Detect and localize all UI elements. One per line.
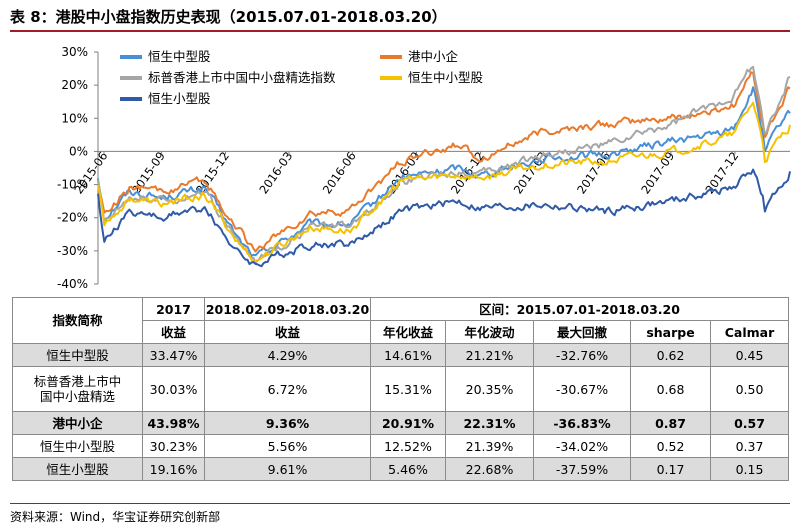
cell: 22.68% bbox=[445, 457, 534, 481]
x-tick-label: 2017-06 bbox=[574, 149, 613, 196]
cell: -36.83% bbox=[533, 411, 631, 435]
header-interval: 区间：2015.07.01-2018.03.20 bbox=[369, 297, 790, 321]
cell: 0.17 bbox=[630, 457, 711, 481]
row-name: 恒生中型股 bbox=[12, 343, 143, 367]
table-row: 港中小企 43.98% 9.36% 20.91% 22.31% -36.83% … bbox=[12, 411, 790, 435]
cell: 21.21% bbox=[445, 343, 534, 367]
header-2017: 2017 bbox=[142, 297, 205, 321]
series-line bbox=[97, 86, 791, 258]
cell: -30.67% bbox=[533, 366, 631, 412]
y-tick-label: 20% bbox=[61, 78, 88, 92]
header-annual-return: 年化收益 bbox=[370, 320, 446, 344]
y-tick-label: 0% bbox=[69, 144, 88, 158]
bottom-rule bbox=[10, 503, 790, 504]
header-calmar: Calmar bbox=[709, 320, 790, 344]
header-sharpe: sharpe bbox=[630, 320, 711, 344]
row-name: 港中小企 bbox=[12, 411, 143, 435]
cell: 6.72% bbox=[204, 366, 371, 412]
legend-label: 恒生小型股 bbox=[148, 91, 211, 106]
cell: 0.68 bbox=[630, 366, 711, 412]
y-tick-label: -10% bbox=[57, 178, 88, 192]
cell: 21.39% bbox=[445, 434, 534, 458]
legend-label: 港中小企 bbox=[408, 49, 459, 64]
cell: -32.76% bbox=[533, 343, 631, 367]
table-row: 标普香港上市中 国中小盘精选 30.03% 6.72% 15.31% 20.35%… bbox=[12, 366, 790, 412]
cell: -37.59% bbox=[533, 457, 631, 481]
cell: 5.56% bbox=[204, 434, 371, 458]
cell: 0.62 bbox=[630, 343, 711, 367]
title-rule bbox=[10, 30, 790, 32]
cell: 43.98% bbox=[142, 411, 205, 435]
cell: 30.03% bbox=[142, 366, 205, 412]
legend-label: 标普香港上市中国中小盘精选指数 bbox=[148, 70, 336, 85]
cell: 30.23% bbox=[142, 434, 205, 458]
row-name: 标普香港上市中 国中小盘精选 bbox=[12, 366, 143, 412]
cell: 20.35% bbox=[445, 366, 534, 412]
cell: 0.37 bbox=[709, 434, 790, 458]
row-name-line1: 标普香港上市中 bbox=[33, 374, 122, 389]
table-row: 恒生中型股 33.47% 4.29% 14.61% 21.21% -32.76%… bbox=[12, 343, 790, 367]
row-name-line2: 国中小盘精选 bbox=[39, 389, 115, 404]
series-line bbox=[97, 168, 791, 268]
y-tick-label: 30% bbox=[61, 45, 88, 59]
cell: 0.45 bbox=[709, 343, 790, 367]
x-tick-label: 2016-03 bbox=[256, 149, 295, 196]
table-row: 恒生中小型股 30.23% 5.56% 12.52% 21.39% -34.02… bbox=[12, 434, 790, 458]
cell: 15.31% bbox=[370, 366, 446, 412]
y-tick-label: -20% bbox=[57, 211, 88, 225]
header-max-drawdown: 最大回撤 bbox=[533, 320, 631, 344]
y-tick-label: 10% bbox=[61, 111, 88, 125]
y-tick-label: -30% bbox=[57, 244, 88, 258]
source-note: 资料来源：Wind，华宝证券研究创新部 bbox=[10, 510, 221, 524]
x-tick-label: 2017-03 bbox=[511, 149, 550, 196]
cell: 9.36% bbox=[204, 411, 371, 435]
x-tick-label: 2016-06 bbox=[320, 149, 359, 196]
cell: 22.31% bbox=[445, 411, 534, 435]
cell: 14.61% bbox=[370, 343, 446, 367]
header-index-name: 指数简称 bbox=[12, 297, 143, 344]
line-chart: 30%20%10%0%-10%-20%-30%-40%2015-06 2015-0… bbox=[57, 45, 791, 291]
row-name: 恒生中小型股 bbox=[12, 434, 143, 458]
table-row: 恒生小型股 19.16% 9.61% 5.46% 22.68% -37.59% … bbox=[12, 457, 790, 481]
header-annual-vol: 年化波动 bbox=[445, 320, 534, 344]
stats-table: 指数简称 2017 2018.02.09-2018.03.20 区间：2015.… bbox=[12, 297, 790, 481]
cell: 20.91% bbox=[370, 411, 446, 435]
cell: 0.50 bbox=[709, 366, 790, 412]
cell: 12.52% bbox=[370, 434, 446, 458]
cell: 9.61% bbox=[204, 457, 371, 481]
cell: 0.52 bbox=[630, 434, 711, 458]
y-tick-label: -40% bbox=[57, 277, 88, 291]
cell: 0.15 bbox=[709, 457, 790, 481]
legend-label: 恒生中小型股 bbox=[408, 70, 484, 85]
table-title: 表 8：港股中小盘指数历史表现（2015.07.01-2018.03.20） bbox=[10, 8, 447, 26]
cell: -34.02% bbox=[533, 434, 631, 458]
cell: 4.29% bbox=[204, 343, 371, 367]
row-name: 恒生小型股 bbox=[12, 457, 143, 481]
header-2017-return: 收益 bbox=[142, 320, 205, 344]
cell: 0.57 bbox=[709, 411, 790, 435]
series-line bbox=[97, 71, 791, 253]
cell: 5.46% bbox=[370, 457, 446, 481]
header-recent-period: 2018.02.09-2018.03.20 bbox=[204, 297, 371, 321]
legend-label: 恒生中型股 bbox=[148, 49, 211, 64]
cell: 19.16% bbox=[142, 457, 205, 481]
cell: 33.47% bbox=[142, 343, 205, 367]
series-line bbox=[97, 101, 791, 264]
header-recent-return: 收益 bbox=[204, 320, 371, 344]
cell: 0.87 bbox=[630, 411, 711, 435]
